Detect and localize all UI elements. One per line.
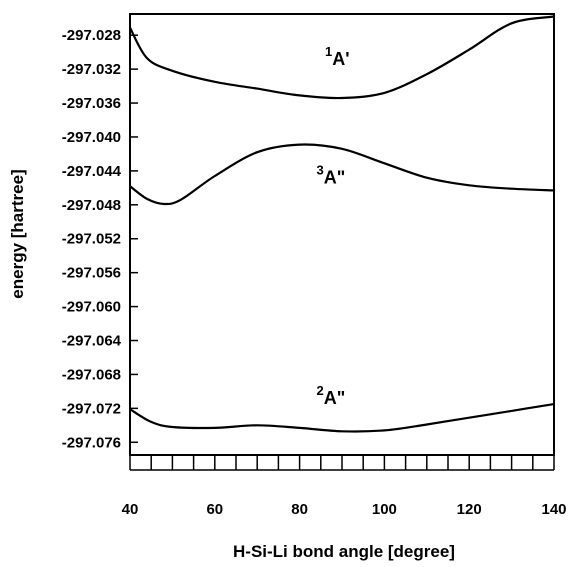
state-label-term: A' [332, 49, 349, 69]
y-tick-label: -297.028 [62, 27, 121, 44]
y-axis: -297.028 -297.032 -297.036 -297.040 -297.044… [62, 27, 138, 451]
y-tick-label: -297.060 [62, 299, 121, 316]
state-label: 1A' [325, 44, 350, 69]
y-axis-title: energy [hartree] [8, 169, 27, 298]
y-tick-label: -297.064 [62, 333, 122, 350]
y-tick-label: -297.040 [62, 129, 121, 146]
y-tick-label: -297.036 [62, 95, 121, 112]
x-tick-label: 60 [206, 501, 223, 518]
y-tick-label: -297.072 [62, 400, 121, 417]
state-label-term: A" [324, 168, 346, 188]
state-label-term: A" [324, 388, 346, 408]
x-tick-label: 140 [541, 501, 566, 518]
y-tick-label: -297.076 [62, 434, 121, 451]
series-line [130, 404, 554, 431]
y-tick-label: -297.068 [62, 366, 121, 383]
y-tick-label: -297.032 [62, 61, 121, 78]
state-label-superscript: 1 [325, 44, 332, 59]
x-axis: 40 60 80 100 120 140 [122, 455, 567, 518]
state-label: 2A" [317, 383, 346, 408]
y-tick-label: -297.048 [62, 197, 121, 214]
x-tick-label: 120 [457, 501, 482, 518]
series-lines [130, 17, 554, 432]
y-tick-label: -297.052 [62, 231, 121, 248]
y-tick-label: -297.044 [62, 163, 122, 180]
x-axis-title: H-Si-Li bond angle [degree] [233, 542, 455, 561]
state-label-superscript: 3 [317, 163, 324, 178]
state-label: 3A" [317, 163, 346, 188]
state-label-superscript: 2 [317, 383, 324, 398]
x-tick-label: 40 [122, 501, 139, 518]
x-tick-label: 80 [291, 501, 308, 518]
y-tick-label: -297.056 [62, 265, 121, 282]
x-tick-label: 100 [372, 501, 397, 518]
